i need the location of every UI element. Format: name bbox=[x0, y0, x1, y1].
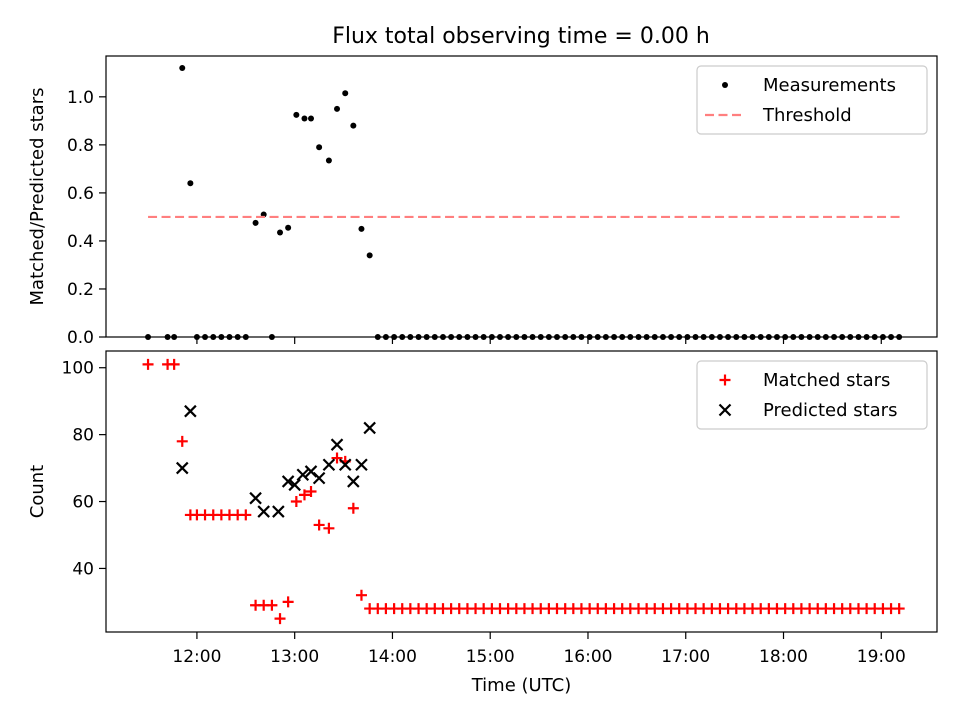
x-tick-label: 12:00 bbox=[172, 647, 221, 667]
axes-frame bbox=[105, 350, 938, 633]
x-tick-label: 13:00 bbox=[270, 647, 319, 667]
measurements-point bbox=[334, 105, 341, 112]
y-axis-label: Count bbox=[27, 465, 48, 518]
matched-stars-point bbox=[282, 596, 294, 608]
y-tick-label: 40 bbox=[72, 559, 94, 579]
bottom-panel-count-plot: 40 60 80 100 12:00 13:00 14:00 15:00 16:00 17:00 1… bbox=[27, 350, 938, 696]
predicted-stars-point bbox=[184, 404, 197, 418]
legend-matched-swatch bbox=[719, 374, 731, 386]
predicted-stars-point bbox=[175, 461, 189, 475]
legend-label: Predicted stars bbox=[763, 400, 897, 421]
predicted-stars-point bbox=[296, 468, 310, 482]
legend-label: Matched stars bbox=[763, 370, 890, 391]
measurements-point bbox=[187, 180, 194, 187]
measurements-point bbox=[358, 225, 365, 232]
measurements-point bbox=[350, 122, 357, 129]
predicted-stars-point bbox=[272, 505, 285, 518]
measurements-point bbox=[342, 90, 349, 97]
matched-stars-point bbox=[347, 502, 359, 514]
predicted-stars-point bbox=[338, 458, 352, 472]
legend-label: Threshold bbox=[762, 105, 852, 126]
predicted-stars-point bbox=[249, 491, 262, 505]
x-tick-label: 16:00 bbox=[563, 647, 612, 667]
legend-box bbox=[696, 65, 928, 135]
figure-title: Flux total observing time = 0.00 h bbox=[332, 24, 710, 49]
matched-stars-point bbox=[893, 603, 905, 615]
matched-stars-point bbox=[313, 519, 325, 531]
matched-stars-point bbox=[168, 358, 180, 370]
predicted-stars-point bbox=[257, 505, 270, 518]
axes-frame bbox=[105, 55, 938, 338]
legend-box bbox=[696, 360, 928, 430]
legend-measurements-swatch bbox=[722, 82, 728, 88]
x-axis-label: Time (UTC) bbox=[471, 675, 572, 696]
y-tick-label: 60 bbox=[72, 493, 94, 513]
measurements-point bbox=[252, 219, 259, 226]
matched-stars-point bbox=[298, 489, 310, 501]
predicted-stars-point bbox=[363, 421, 376, 435]
legend: Measurements Threshold bbox=[696, 65, 928, 135]
legend: Matched stars Predicted stars bbox=[696, 360, 928, 430]
matched-stars-point bbox=[266, 599, 278, 611]
x-tick-label: 14:00 bbox=[368, 647, 417, 667]
y-tick-label: 0.2 bbox=[67, 280, 94, 300]
legend-label: Measurements bbox=[763, 75, 896, 96]
predicted-stars-point bbox=[347, 475, 360, 488]
y-tick-label: 100 bbox=[62, 359, 94, 379]
x-tick-label: 19:00 bbox=[857, 647, 906, 667]
y-axis-label: Matched/Predicted stars bbox=[27, 88, 48, 306]
x-tick-label: 15:00 bbox=[466, 647, 515, 667]
predicted-stars-point bbox=[312, 471, 326, 485]
matched-stars-point bbox=[142, 358, 154, 370]
measurements-point bbox=[277, 229, 284, 236]
measurements-point bbox=[179, 65, 186, 72]
predicted-stars-point bbox=[355, 458, 368, 472]
matched-stars-point bbox=[274, 613, 286, 625]
measurements-point bbox=[308, 115, 315, 122]
top-panel-ratio-plot: 0.0 0.2 0.4 0.6 0.8 1.0 Matched/Predicted star… bbox=[27, 55, 938, 348]
matched-stars-point bbox=[176, 435, 188, 447]
y-tick-label: 0.8 bbox=[67, 136, 94, 156]
matched-stars-point bbox=[240, 509, 252, 521]
matched-stars-point bbox=[355, 589, 367, 601]
x-tick-label: 18:00 bbox=[759, 647, 808, 667]
predicted-stars-point bbox=[288, 478, 301, 492]
measurements-point bbox=[301, 115, 308, 122]
measurements-point bbox=[316, 144, 323, 151]
measurements-point bbox=[293, 111, 300, 118]
y-tick-label: 0.0 bbox=[67, 328, 94, 348]
matched-stars-point bbox=[305, 486, 317, 497]
matched-stars-point bbox=[331, 452, 343, 464]
predicted-stars-point bbox=[330, 438, 344, 451]
x-tick-label: 17:00 bbox=[661, 647, 710, 667]
matched-stars-point bbox=[323, 522, 335, 534]
measurements-point bbox=[285, 224, 292, 231]
predicted-stars-point bbox=[322, 458, 336, 472]
y-tick-label: 0.6 bbox=[67, 184, 94, 204]
legend-predicted-swatch bbox=[718, 403, 732, 417]
y-tick-label: 0.4 bbox=[67, 232, 94, 252]
y-tick-label: 80 bbox=[72, 426, 94, 446]
measurements-point bbox=[325, 157, 332, 164]
measurements-point bbox=[366, 252, 373, 259]
matched-stars-point bbox=[290, 496, 302, 508]
y-tick-label: 1.0 bbox=[67, 88, 94, 108]
predicted-stars-point bbox=[281, 475, 295, 488]
